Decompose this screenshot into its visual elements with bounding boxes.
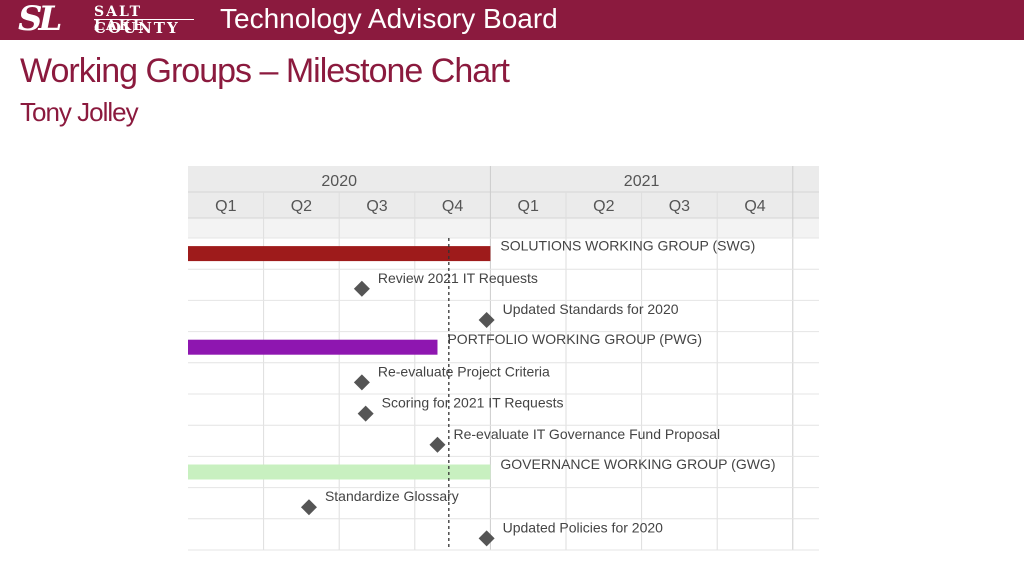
quarter-label: Q4 [442, 198, 463, 215]
milestone-diamond [478, 530, 495, 547]
quarter-label: Q2 [593, 198, 614, 215]
year-label: 2021 [624, 173, 660, 190]
logo-text-line2: COUNTY [94, 19, 180, 37]
logo-text-line1: SALT LAKE [94, 4, 146, 34]
milestone-diamond [429, 436, 446, 453]
milestone-diamond [353, 374, 370, 391]
header-bar: SL SALT LAKE COUNTY Technology Advisory … [0, 0, 1024, 40]
quarter-label: Q1 [215, 198, 236, 215]
quarter-label: Q3 [366, 198, 387, 215]
quarter-label: Q2 [291, 198, 312, 215]
quarter-label: Q4 [744, 198, 765, 215]
milestone-label: Re-evaluate Project Criteria [378, 363, 550, 379]
group-label: GOVERNANCE WORKING GROUP (GWG) [500, 456, 775, 472]
board-title: Technology Advisory Board [220, 3, 558, 34]
milestone-diamond [300, 499, 317, 516]
milestone-gantt-chart: 20202021Q1Q2Q3Q4Q1Q2Q3Q4Q1SOLUTIONS WORK… [188, 166, 819, 551]
quarter-label: Q3 [669, 198, 690, 215]
milestone-diamond [478, 312, 495, 328]
salt-lake-county-logo[interactable]: SL SALT LAKE COUNTY [14, 0, 196, 39]
milestone-label: Re-evaluate IT Governance Fund Proposal [453, 426, 720, 442]
milestone-label: Review 2021 IT Requests [378, 270, 538, 286]
milestone-diamond [353, 280, 370, 297]
group-bar [188, 339, 438, 355]
year-label: 2020 [321, 173, 357, 190]
milestone-label: Scoring for 2021 IT Requests [382, 395, 564, 411]
quarter-label: Q1 [518, 198, 539, 215]
timeline-header-band [188, 218, 819, 238]
group-bar [188, 464, 491, 480]
author-name: Tony Jolley [20, 97, 139, 127]
page-title: Working Groups – Milestone Chart [20, 52, 510, 90]
milestone-label: Updated Policies for 2020 [503, 519, 664, 535]
milestone-label: Standardize Glossary [325, 488, 459, 504]
logo-divider [94, 19, 194, 20]
group-label: PORTFOLIO WORKING GROUP (PWG) [447, 331, 702, 347]
group-label: SOLUTIONS WORKING GROUP (SWG) [500, 238, 755, 254]
milestone-diamond [357, 405, 374, 422]
logo-mark: SL [18, 0, 63, 39]
milestone-label: Updated Standards for 2020 [503, 301, 679, 317]
group-bar [188, 246, 491, 262]
